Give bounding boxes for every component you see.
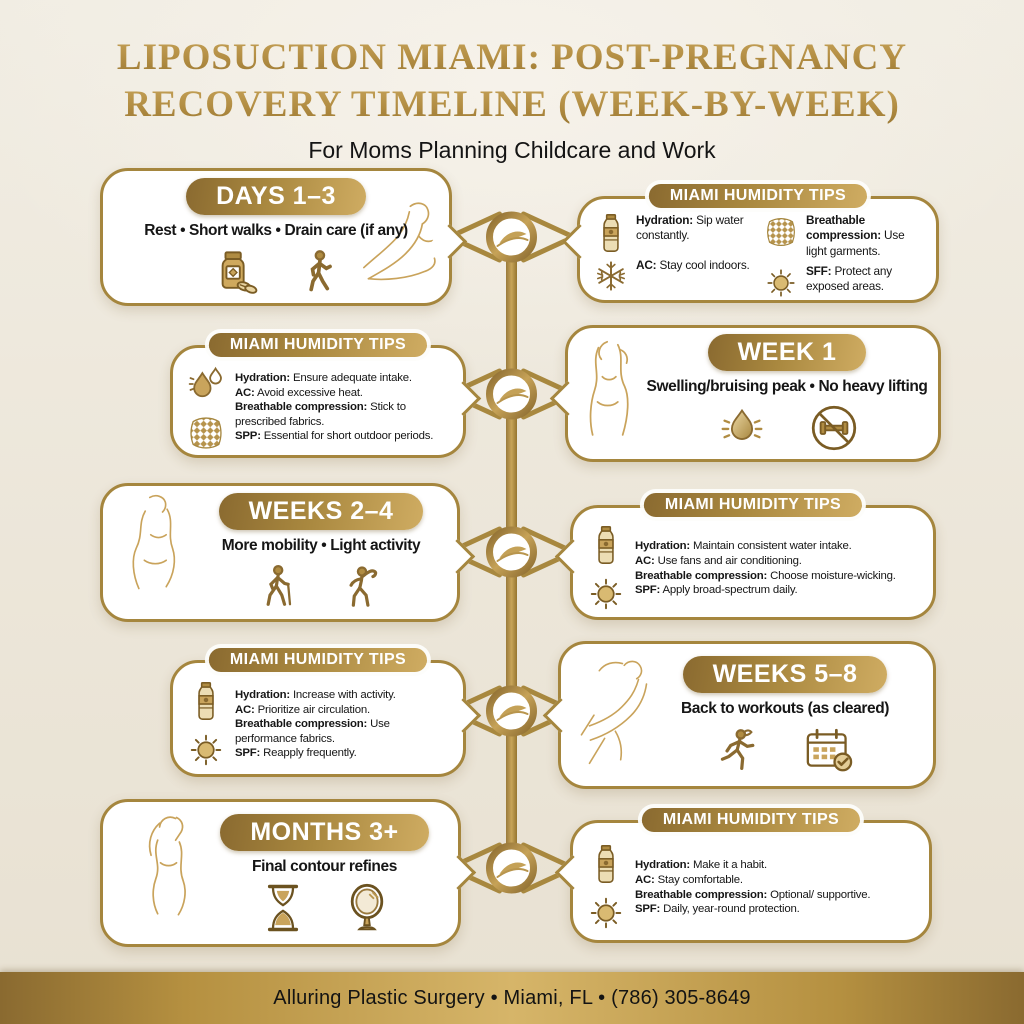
tips-card-weeks-5-8: MIAMI HUMIDITY TIPS Hydration: Increase … [170, 648, 482, 777]
tip-line: AC: Stay cool indoors. [636, 258, 750, 273]
tips-pill-label: MIAMI HUMIDITY TIPS [669, 187, 847, 204]
tip-line: Hydration: Maintain consistent water int… [635, 540, 852, 553]
tip-line: Breathable compression: Use light garmen… [806, 213, 905, 258]
tip-line: SPF: Apply broad-spectrum daily. [635, 584, 798, 597]
stage-pill-months-3plus: MONTHS 3+ [220, 813, 429, 851]
stage-label: WEEKS 2–4 [248, 497, 394, 525]
stage-text: Final contour refines [252, 857, 397, 875]
walking-cane-icon [260, 564, 300, 610]
tips-pill-label: MIAMI HUMIDITY TIPS [229, 336, 407, 353]
stage-label: WEEK 1 [737, 338, 837, 366]
tips-pill: MIAMI HUMIDITY TIPS [208, 648, 428, 672]
sun-icon [764, 264, 798, 302]
water-drop-icon [716, 405, 768, 451]
stage-text: Swelling/bruising peak • No heavy liftin… [646, 378, 928, 395]
tip-line: Hydration: Make it a habit. [635, 859, 767, 872]
stretching-person-icon [342, 564, 382, 610]
tips-pill-label: MIAMI HUMIDITY TIPS [664, 496, 842, 513]
stage-text: More mobility • Light activity [221, 537, 421, 554]
stage-card-days-1-3: DAYS 1–3 Rest • Short walks • Drain care… [100, 168, 468, 306]
sun-icon [187, 731, 225, 769]
tip-line: Hydration: Increase with activity. [235, 689, 396, 702]
no-heavy-lifting-icon [810, 404, 858, 452]
tip-line: Hydration: Sip water constantly. [636, 213, 744, 243]
tip-line: Breathable compression: Choose moisture-… [635, 569, 896, 582]
pill-bottle-icon [214, 250, 258, 294]
water-drops-icon [186, 364, 226, 404]
tips-card-week-1: MIAMI HUMIDITY TIPS Hydration: Ensure ad… [170, 333, 482, 458]
stage-card-week-1: WEEK 1 Swelling/bruising peak • No heavy… [549, 325, 941, 462]
tip-line: SFF: Protect any exposed areas. [806, 263, 892, 293]
stage-text: Rest • Short walks • Drain care (if any) [144, 221, 408, 239]
tips-card-months-3plus: MIAMI HUMIDITY TIPS Hydration: Make it a… [554, 808, 932, 943]
stage-card-weeks-5-8: WEEKS 5–8 Back to workouts (as cleared) [542, 641, 936, 789]
stage-pill-week-1: WEEK 1 [707, 334, 867, 371]
page-title-line1: LIPOSUCTION MIAMI: POST-PREGNANCY [0, 34, 1024, 81]
footer-text: Alluring Plastic Surgery • Miami, FL • (… [273, 986, 751, 1009]
footer-bar: Alluring Plastic Surgery • Miami, FL • (… [0, 972, 1024, 1024]
page-title-line2: RECOVERY TIMELINE (WEEK-BY-WEEK) [0, 81, 1024, 128]
water-bottle-icon [593, 525, 619, 565]
tips-card-weeks-2-4: MIAMI HUMIDITY TIPS Hydration: Maintain … [554, 493, 936, 620]
stage-pill-weeks-5-8: WEEKS 5–8 [682, 655, 888, 693]
tip-line: AC: Stay comfortable. [635, 873, 743, 886]
stage-pill-weeks-2-4: WEEKS 2–4 [218, 493, 424, 530]
tip-line: AC: Avoid excessive heat. [235, 386, 363, 399]
tips-pill-label: MIAMI HUMIDITY TIPS [229, 651, 407, 668]
tip-line: Breathable compression: Optional/ suppor… [635, 888, 871, 901]
snowflake-icon [594, 258, 628, 294]
tip-line: SPF: Reapply frequently. [235, 747, 357, 760]
header: LIPOSUCTION MIAMI: POST-PREGNANCY RECOVE… [0, 34, 1024, 164]
tips-card-days-1-3: MIAMI HUMIDITY TIPS Hydration: Sip water… [561, 184, 939, 303]
sun-icon [587, 575, 625, 613]
running-woman-icon [716, 727, 762, 773]
tips-pill: MIAMI HUMIDITY TIPS [208, 333, 428, 357]
water-bottle-icon [193, 681, 219, 721]
tip-line: SPF: Daily, year-round protection. [635, 903, 800, 916]
tips-pill-label: MIAMI HUMIDITY TIPS [662, 811, 840, 828]
tip-line: Hydration: Ensure adequate intake. [235, 372, 412, 385]
stage-card-weeks-2-4: WEEKS 2–4 More mobility • Light activity [100, 483, 476, 622]
stage-pill-days-1-3: DAYS 1–3 [186, 177, 366, 215]
tip-line: Breathable compression: Stick to prescri… [235, 401, 406, 428]
stage-card-months-3plus: MONTHS 3+ Final contour refines [100, 799, 477, 947]
hand-mirror-icon [346, 883, 388, 933]
hourglass-icon [262, 883, 304, 933]
tip-line: Breathable compression: Use performance … [235, 718, 390, 745]
water-bottle-icon [594, 213, 628, 253]
stage-label: MONTHS 3+ [250, 817, 399, 846]
stage-label: WEEKS 5–8 [712, 659, 858, 688]
stage-text: Back to workouts (as cleared) [680, 699, 890, 717]
calendar-check-icon [804, 727, 854, 773]
fabric-mesh-icon [187, 414, 225, 452]
tip-line: SPP: Essential for short outdoor periods… [235, 430, 434, 443]
walking-person-icon [300, 249, 338, 295]
page-subtitle: For Moms Planning Childcare and Work [308, 136, 716, 163]
sun-icon [587, 894, 625, 932]
tips-pill: MIAMI HUMIDITY TIPS [641, 808, 861, 832]
tips-pill: MIAMI HUMIDITY TIPS [643, 493, 863, 517]
tip-line: AC: Prioritize air circulation. [235, 703, 370, 716]
stage-label: DAYS 1–3 [216, 181, 336, 210]
tip-line: AC: Use fans and air conditioning. [635, 554, 802, 567]
water-bottle-icon [593, 844, 619, 884]
tips-pill: MIAMI HUMIDITY TIPS [648, 184, 868, 208]
fabric-mesh-icon [764, 213, 798, 251]
